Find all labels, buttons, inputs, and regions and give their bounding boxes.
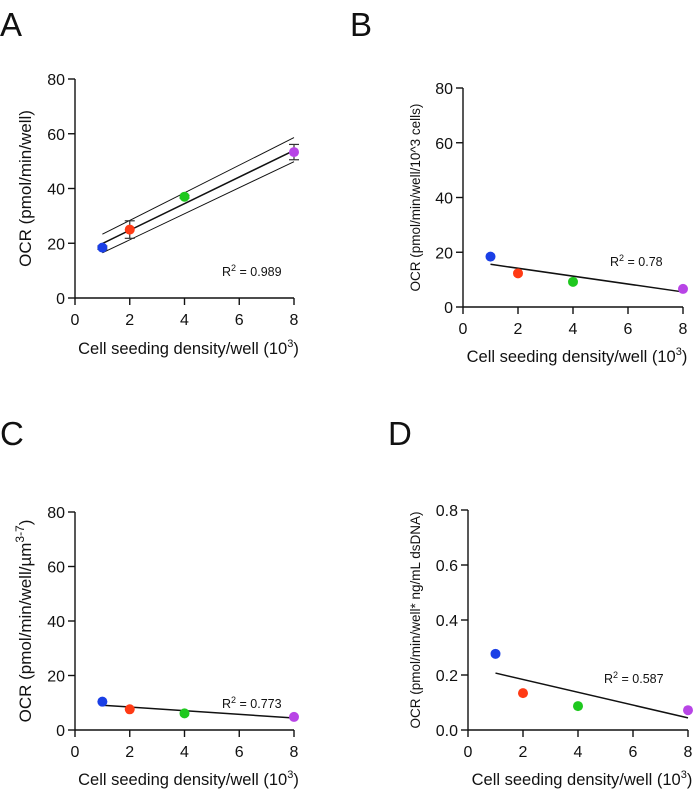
data-point: [124, 704, 135, 715]
x-tick-label: 4: [569, 321, 578, 338]
x-axis-label: Cell seeding density/well (103): [78, 769, 299, 789]
x-tick-label: 4: [574, 744, 583, 761]
panel-letter: A: [0, 6, 22, 43]
x-tick-label: 2: [125, 312, 134, 329]
data-point: [683, 705, 693, 716]
y-tick-label: 0.2: [436, 668, 458, 685]
x-tick-label: 0: [459, 321, 468, 338]
data-point: [124, 224, 135, 235]
y-tick-label: 20: [47, 236, 65, 253]
y-tick-label: 40: [435, 191, 453, 208]
y-axis-label: OCR (pmol/min/well/µm3-7): [13, 520, 35, 723]
data-point: [289, 147, 299, 158]
y-axis-label: OCR (pmol/min/well/10^3 cells): [408, 104, 423, 292]
data-point: [179, 708, 190, 719]
x-tick-label: 6: [235, 312, 244, 329]
data-point: [97, 242, 108, 253]
data-point: [573, 701, 583, 712]
x-tick-label: 6: [624, 321, 633, 338]
y-tick-label: 40: [47, 182, 65, 199]
r-squared-label: R2 = 0.78: [610, 253, 663, 269]
y-tick-label: 40: [47, 614, 65, 631]
data-point: [518, 688, 528, 699]
x-tick-label: 0: [464, 744, 473, 761]
x-tick-label: 6: [629, 744, 638, 761]
y-tick-label: 60: [47, 127, 65, 144]
y-tick-label: 80: [435, 81, 453, 98]
panel-letter: C: [0, 415, 24, 452]
y-axis-label: OCR (pmol/min/well* ng/mL dsDNA): [408, 511, 423, 728]
x-tick-label: 4: [180, 744, 189, 761]
panel-d: D 0.0 0.2 0.4 0.6 0.8 0 2 4 6 8 Cell seeding densit…: [388, 415, 693, 789]
y-tick-label: 0.6: [436, 558, 458, 575]
ci-upper-line: [102, 137, 295, 235]
data-point: [513, 268, 523, 279]
y-tick-label: 0: [56, 723, 65, 740]
regression-line: [495, 672, 689, 719]
y-tick-label: 20: [47, 669, 65, 686]
x-tick-label: 8: [290, 312, 299, 329]
y-tick-label: 0.4: [436, 613, 458, 630]
x-axis-label: Cell seeding density/well (103): [467, 346, 688, 366]
regression-line: [490, 263, 684, 293]
x-tick-label: 2: [519, 744, 528, 761]
r-squared-label: R2 = 0.587: [604, 670, 664, 686]
data-point: [678, 283, 688, 294]
panel-letter: D: [388, 415, 412, 452]
y-tick-label: 20: [435, 245, 453, 262]
panel-c: C 0 20 40 60 80 0 2 4 6 8 Cell seeding density/well…: [0, 415, 299, 789]
data-point: [289, 711, 299, 722]
y-tick-label: 0: [444, 300, 453, 317]
x-tick-label: 6: [235, 744, 244, 761]
y-tick-label: 0.0: [436, 723, 458, 740]
x-tick-label: 0: [71, 744, 80, 761]
panel-a: A 0 20 40 60 80 0 2 4 6 8 Cell seeding density/well…: [0, 6, 299, 358]
y-tick-label: 80: [47, 72, 65, 89]
r-squared-label: R2 = 0.989: [222, 263, 282, 279]
x-tick-label: 2: [514, 321, 523, 338]
y-axis-label: OCR (pmol/min/well): [16, 110, 35, 267]
x-tick-label: 2: [125, 744, 134, 761]
x-tick-label: 0: [71, 312, 80, 329]
panel-b: B 0 20 40 60 80 0 2 4 6 8 Cell seeding density/well…: [350, 6, 688, 366]
data-point: [490, 648, 501, 659]
ci-lower-line: [102, 161, 295, 254]
y-tick-label: 0: [56, 291, 65, 308]
x-tick-label: 8: [290, 744, 299, 761]
x-axis-label: Cell seeding density/well (103): [78, 338, 299, 358]
x-tick-label: 4: [180, 312, 189, 329]
y-tick-label: 0.8: [436, 503, 458, 520]
x-axis-label: Cell seeding density/well (103): [472, 769, 693, 789]
data-point: [485, 251, 496, 262]
y-tick-label: 60: [435, 136, 453, 153]
data-point: [179, 191, 190, 202]
y-tick-label: 80: [47, 505, 65, 522]
y-tick-label: 60: [47, 560, 65, 577]
panel-letter: B: [350, 6, 372, 43]
data-point: [97, 696, 108, 707]
x-tick-label: 8: [684, 744, 693, 761]
r-squared-label: R2 = 0.773: [222, 695, 282, 711]
data-point: [568, 276, 578, 287]
x-tick-label: 8: [679, 321, 688, 338]
